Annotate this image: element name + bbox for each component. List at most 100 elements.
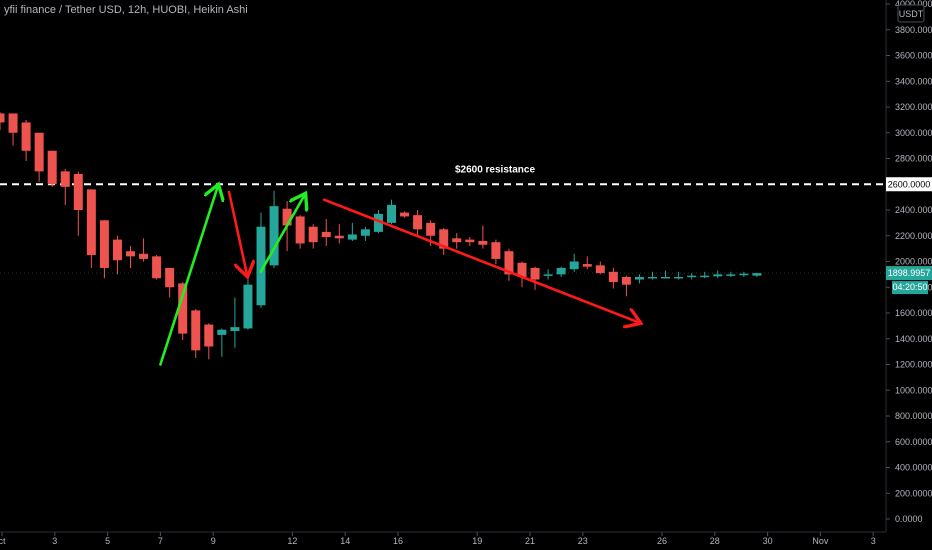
candle-body [230,327,240,332]
candle-body [517,262,527,277]
candle-body [360,229,370,236]
y-tick-label: 400.0000 [895,463,932,473]
candle-body [452,238,462,243]
x-tick-label: 5 [105,536,110,546]
x-tick-label: 28 [710,536,720,546]
y-tick-label: 2000.0000 [895,257,932,267]
currency-label: USDT [899,9,924,19]
y-tick-label: 3800.0000 [895,25,932,35]
candle-body [60,171,70,187]
candle-body [478,240,488,245]
x-tick-label: 21 [525,536,535,546]
trend-arrow-up [259,193,306,274]
y-tick-label: 1600.0000 [895,308,932,318]
x-tick-label: ct [0,536,6,546]
candle-body [321,231,331,238]
candle-body [152,256,162,279]
last-price-badge: 1898.9957 [886,266,932,281]
candle-body [413,215,423,230]
candle-body [295,216,305,244]
x-tick-label: 30 [763,536,773,546]
candle-body [308,226,318,243]
time-axis[interactable]: ct 3 5 7 9 12 14 16 19 21 23 26 28 30 Nov 3 [0,532,876,546]
trend-arrow-down [322,198,641,324]
x-tick-label: 19 [472,536,482,546]
candle-body [465,239,475,243]
candle-body [0,113,5,123]
candle-body [582,264,592,267]
candles-group [0,112,886,360]
x-tick-label: 12 [287,536,297,546]
trend-arrow-up [159,184,218,366]
candle-body [661,276,671,279]
chart-title: yfii finance / Tether USD, 12h, HUOBI, H… [4,4,248,16]
candle-body [243,284,253,329]
candle-body [595,265,605,274]
candle-body [713,274,723,277]
candle-body [700,275,710,278]
y-tick-label: 800.0000 [895,411,932,421]
candle-body [334,235,344,239]
candle-body [426,222,436,236]
candle-body [191,310,201,351]
resistance-label: $2600 resistance [455,164,536,175]
candle-body [400,212,410,217]
y-tick-label: 1200.0000 [895,360,932,370]
candle-body [648,276,657,279]
candle-body [282,208,292,226]
x-tick-label: Nov [812,536,829,546]
candle-body [491,242,501,259]
candle-body [86,189,96,256]
candle-body [139,253,149,259]
candle-body [347,234,357,240]
candle-body [178,283,188,334]
candle-body [256,226,266,306]
y-tick-label: 3600.0000 [895,51,932,61]
resistance-price-label: 2600.0000 [888,179,931,189]
currency-badge[interactable]: USDT [897,4,925,23]
y-tick-label: 2800.0000 [895,154,932,164]
x-tick-label: 16 [393,536,403,546]
candle-body [269,206,279,266]
price-axis[interactable]: 0.0000 200.0000 400.0000 600.0000 800.0000 10… [886,0,932,524]
candle-body [34,132,44,172]
x-tick-label: 9 [211,536,216,546]
candle-body [47,150,57,185]
candle-body [530,267,540,280]
candle-body [687,275,697,278]
y-tick-label: 2400.0000 [895,205,932,215]
y-tick-label: 3000.0000 [895,128,932,138]
trend-arrows[interactable] [159,184,641,366]
candle-body [73,173,83,210]
x-tick-label: 23 [578,536,588,546]
candle-body [504,251,514,275]
y-tick-label: 200.0000 [895,488,932,498]
candle-body [608,271,618,283]
candle-body [165,267,175,288]
candle-body [99,220,109,268]
y-tick-label: 3200.0000 [895,102,932,112]
resistance-price-badge: 2600.0000 [886,177,932,192]
trend-arrow-down [227,190,247,277]
x-tick-label: 14 [340,536,350,546]
candle-body [217,329,227,335]
x-tick-label: 7 [158,536,163,546]
y-tick-label: 1400.0000 [895,334,932,344]
x-tick-label: 3 [52,536,57,546]
x-tick-label: 26 [657,536,667,546]
candle-body [204,324,214,347]
candle-body [126,251,135,257]
candle-body [739,273,749,276]
candle-body [373,213,383,232]
x-tick-label: 3 [871,536,876,546]
y-tick-label: 0.0000 [895,514,923,524]
candle-body [752,273,762,276]
y-tick-label: 1000.0000 [895,385,932,395]
candle-body [112,239,122,261]
candle-body [634,276,644,280]
y-tick-label: 3400.0000 [895,76,932,86]
countdown-badge: 04:20:50 [892,281,928,295]
last-price-label: 1898.9957 [888,268,931,278]
candle-body [8,113,18,133]
